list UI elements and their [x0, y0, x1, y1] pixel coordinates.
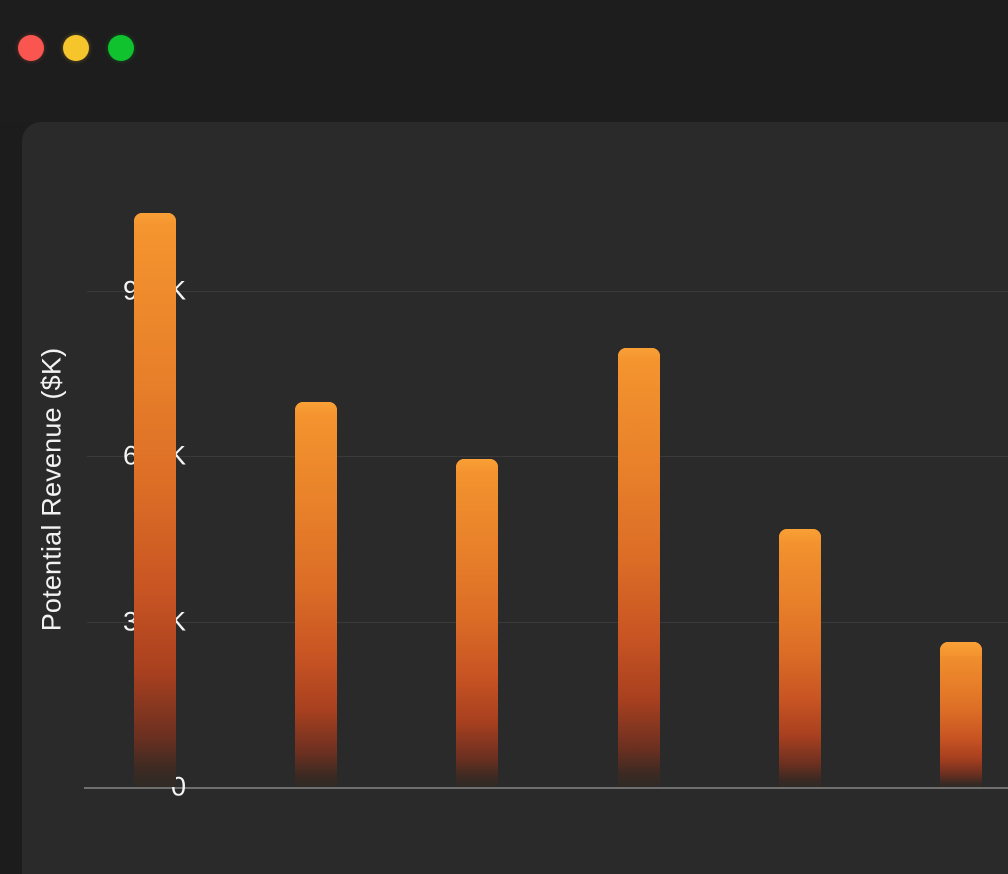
- x-axis-line: [84, 787, 1008, 789]
- chart-bar[interactable]: [779, 529, 821, 787]
- zoom-window-icon[interactable]: [108, 35, 134, 61]
- plot-area: CommercialConstructionResidentialRenovat…: [84, 122, 1008, 874]
- minimize-window-icon[interactable]: [63, 35, 89, 61]
- bar-cap: [456, 459, 499, 474]
- close-window-icon[interactable]: [18, 35, 44, 61]
- gridline: [87, 290, 1008, 292]
- chart-card: Potential Revenue ($K) 0300K600K900K Com…: [22, 122, 1008, 874]
- chart-bar[interactable]: [133, 213, 176, 787]
- gridline: [87, 621, 1008, 623]
- bar-chart: Potential Revenue ($K) 0300K600K900K Com…: [22, 122, 1008, 874]
- traffic-light-group: [18, 35, 134, 61]
- gridline: [87, 456, 1008, 457]
- bar-cap: [617, 348, 660, 363]
- chart-bar[interactable]: [295, 401, 337, 787]
- chart-bar[interactable]: [456, 459, 499, 787]
- y-axis-title: Potential Revenue ($K): [36, 347, 67, 632]
- bar-cap: [295, 401, 337, 416]
- bar-cap: [940, 642, 983, 657]
- chart-bar[interactable]: [940, 642, 983, 787]
- bar-cap: [779, 529, 821, 544]
- title-bar: [0, 0, 1008, 122]
- bar-cap: [133, 213, 176, 228]
- chart-bar[interactable]: [617, 348, 660, 787]
